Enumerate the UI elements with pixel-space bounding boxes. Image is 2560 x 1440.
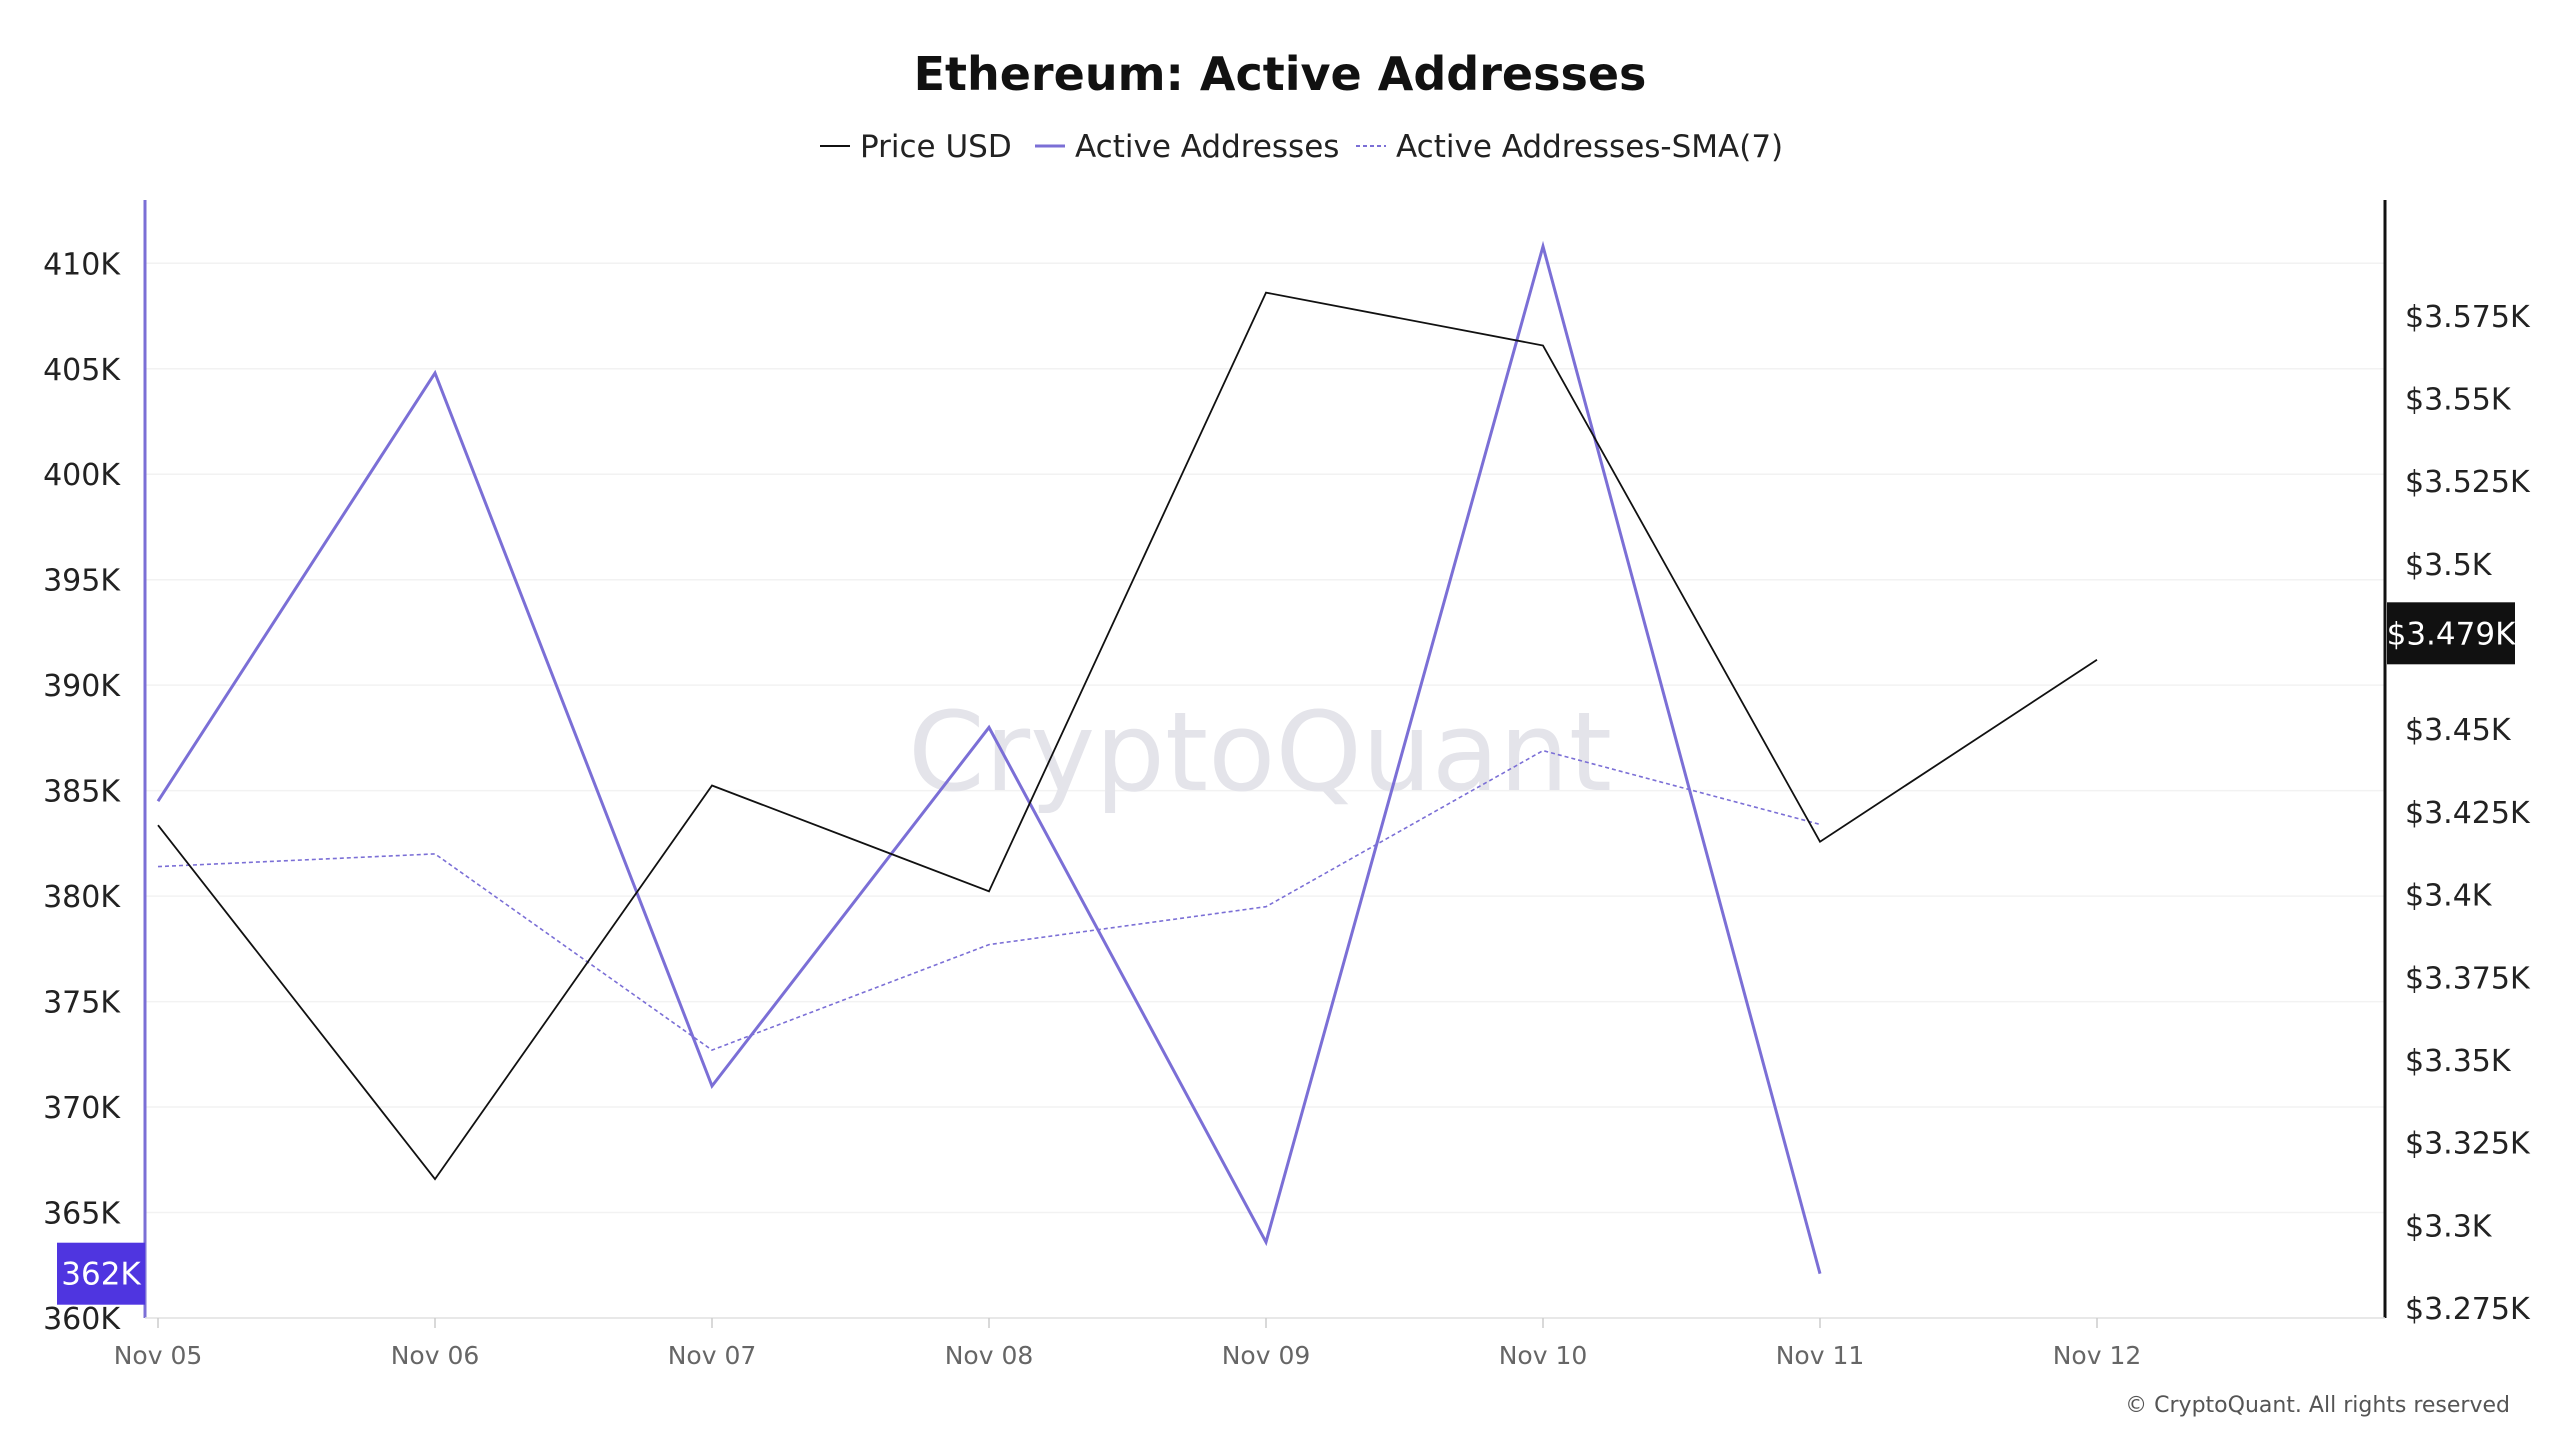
right-tick-label: $3.525K	[2405, 465, 2531, 500]
badge-layer: 362K $3.479K	[57, 602, 2516, 1305]
right-tick-label: $3.575K	[2405, 300, 2531, 335]
data-point[interactable]	[155, 864, 161, 870]
data-point[interactable]	[155, 798, 161, 804]
left-tick-label: 395K	[43, 564, 121, 599]
legend: Price USD Active Addresses Active Addres…	[820, 129, 1783, 165]
right-tick-label: $3.375K	[2405, 961, 2531, 996]
left-tick-label: 370K	[43, 1091, 121, 1126]
series-line-active-addresses-sma-7	[157, 749, 1821, 1051]
left-tick-label: 405K	[43, 353, 121, 388]
x-tick-label: Nov 08	[945, 1341, 1034, 1370]
x-tick-label: Nov 12	[2053, 1341, 2142, 1370]
x-tick-label: Nov 05	[114, 1341, 203, 1370]
left-tick-label: 380K	[43, 880, 121, 915]
data-point[interactable]	[1817, 821, 1823, 827]
data-point[interactable]	[1263, 290, 1269, 296]
axes-layer: 360K 365K 370K 375K 380K 385K 390K 395K 400K 405K…	[43, 200, 2531, 1370]
legend-item-active-addresses[interactable]: Active Addresses	[1035, 129, 1339, 165]
left-tick-label: 410K	[43, 247, 121, 282]
right-tick-label: $3.3K	[2405, 1209, 2493, 1244]
x-tick-label: Nov 09	[1222, 1341, 1311, 1370]
right-tick-label: $3.275K	[2405, 1292, 2531, 1327]
left-current-value-label: 362K	[61, 1257, 141, 1293]
right-tick-label: $3.4K	[2405, 879, 2493, 914]
data-point[interactable]	[986, 888, 992, 894]
left-tick-label: 385K	[43, 775, 121, 810]
data-point[interactable]	[155, 822, 161, 828]
watermark: CryptoQuant	[908, 688, 1612, 816]
left-tick-label: 360K	[43, 1302, 121, 1337]
right-tick-label: $3.45K	[2405, 713, 2512, 748]
data-point[interactable]	[709, 1083, 715, 1089]
x-tick-label: Nov 07	[668, 1341, 757, 1370]
data-point[interactable]	[2094, 657, 2100, 663]
left-tick-label: 400K	[43, 458, 121, 493]
x-tick-label: Nov 11	[1776, 1341, 1865, 1370]
right-tick-label: $3.5K	[2405, 548, 2493, 583]
data-point[interactable]	[1817, 1271, 1823, 1277]
legend-item-price-usd[interactable]: Price USD	[820, 129, 1012, 165]
data-point[interactable]	[986, 724, 992, 730]
data-point[interactable]	[1263, 904, 1269, 910]
legend-label-active-addresses-sma: Active Addresses-SMA(7)	[1396, 129, 1783, 165]
legend-label-active-addresses: Active Addresses	[1075, 129, 1339, 165]
data-point[interactable]	[986, 942, 992, 948]
left-current-value-badge	[57, 1242, 145, 1305]
series-line-active-addresses	[156, 240, 1822, 1275]
right-current-value-label: $3.479K	[2387, 616, 2516, 652]
right-tick-label: $3.325K	[2405, 1127, 2531, 1162]
data-point[interactable]	[1540, 748, 1546, 754]
left-tick-label: 390K	[43, 669, 121, 704]
series-line-price-usd	[157, 291, 2098, 1181]
legend-item-active-addresses-sma[interactable]: Active Addresses-SMA(7)	[1356, 129, 1783, 165]
data-point[interactable]	[432, 370, 438, 376]
data-point[interactable]	[1540, 243, 1546, 249]
copyright-text: © CryptoQuant. All rights reserved	[2125, 1393, 2510, 1418]
right-current-value-badge	[2387, 602, 2515, 665]
data-point[interactable]	[432, 851, 438, 857]
data-point[interactable]	[432, 1176, 438, 1182]
data-point[interactable]	[709, 783, 715, 789]
grid-layer	[145, 262, 2385, 1319]
chart-title: Ethereum: Active Addresses	[914, 47, 1647, 101]
data-point[interactable]	[709, 1047, 715, 1053]
legend-label-price-usd: Price USD	[860, 129, 1012, 165]
data-point[interactable]	[1263, 1239, 1269, 1245]
series-layer	[155, 240, 2100, 1277]
right-tick-label: $3.55K	[2405, 382, 2512, 417]
left-tick-label: 375K	[43, 986, 121, 1021]
right-tick-label: $3.35K	[2405, 1044, 2512, 1079]
data-point[interactable]	[1817, 839, 1823, 845]
x-tick-label: Nov 06	[391, 1341, 480, 1370]
data-point[interactable]	[1540, 343, 1546, 349]
right-tick-label: $3.425K	[2405, 796, 2531, 831]
left-tick-label: 365K	[43, 1197, 121, 1232]
x-tick-label: Nov 10	[1499, 1341, 1588, 1370]
